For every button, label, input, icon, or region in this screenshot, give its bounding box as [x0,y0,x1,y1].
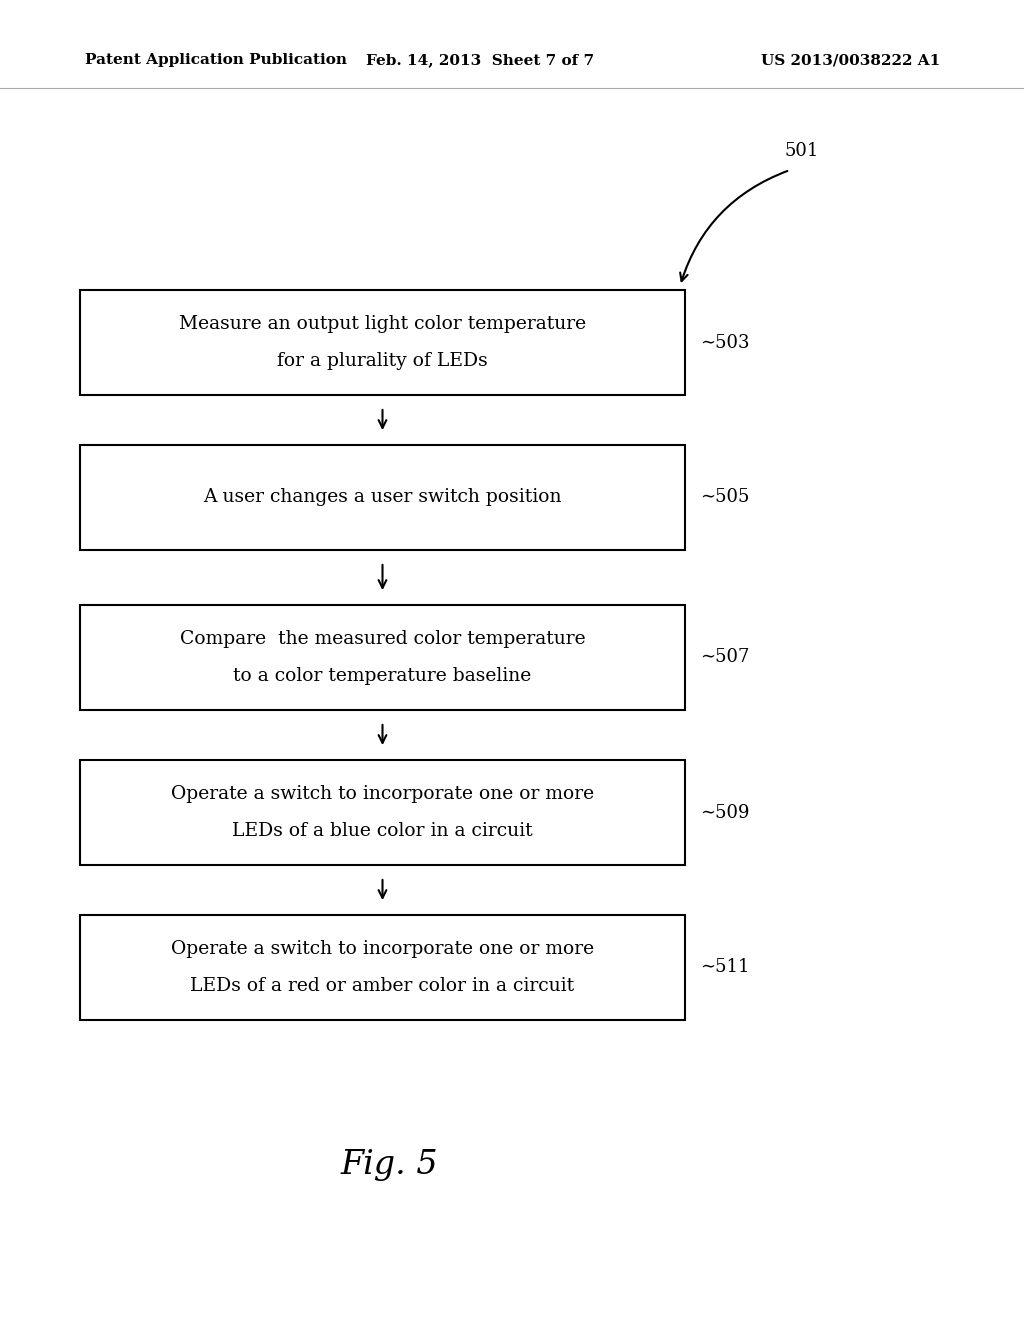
Text: Feb. 14, 2013  Sheet 7 of 7: Feb. 14, 2013 Sheet 7 of 7 [366,53,594,67]
Text: LEDs of a blue color in a circuit: LEDs of a blue color in a circuit [232,822,532,841]
Text: A user changes a user switch position: A user changes a user switch position [203,488,562,507]
FancyBboxPatch shape [80,760,685,865]
FancyBboxPatch shape [80,915,685,1020]
Text: Operate a switch to incorporate one or more: Operate a switch to incorporate one or m… [171,784,594,803]
Text: ∼507: ∼507 [700,648,750,667]
Text: ∼511: ∼511 [700,958,750,977]
FancyBboxPatch shape [80,605,685,710]
Text: Compare  the measured color temperature: Compare the measured color temperature [179,630,586,648]
Text: 501: 501 [785,143,819,160]
Text: Patent Application Publication: Patent Application Publication [85,53,347,67]
Text: ∼503: ∼503 [700,334,750,351]
Text: ∼505: ∼505 [700,488,750,507]
Text: Measure an output light color temperature: Measure an output light color temperatur… [179,314,586,333]
Text: Operate a switch to incorporate one or more: Operate a switch to incorporate one or m… [171,940,594,957]
FancyBboxPatch shape [80,445,685,550]
Text: LEDs of a red or amber color in a circuit: LEDs of a red or amber color in a circui… [190,977,574,995]
FancyBboxPatch shape [80,290,685,395]
Text: to a color temperature baseline: to a color temperature baseline [233,668,531,685]
Text: Fig. 5: Fig. 5 [340,1148,438,1181]
Text: ∼509: ∼509 [700,804,750,821]
Text: US 2013/0038222 A1: US 2013/0038222 A1 [761,53,940,67]
Text: for a plurality of LEDs: for a plurality of LEDs [278,352,487,371]
